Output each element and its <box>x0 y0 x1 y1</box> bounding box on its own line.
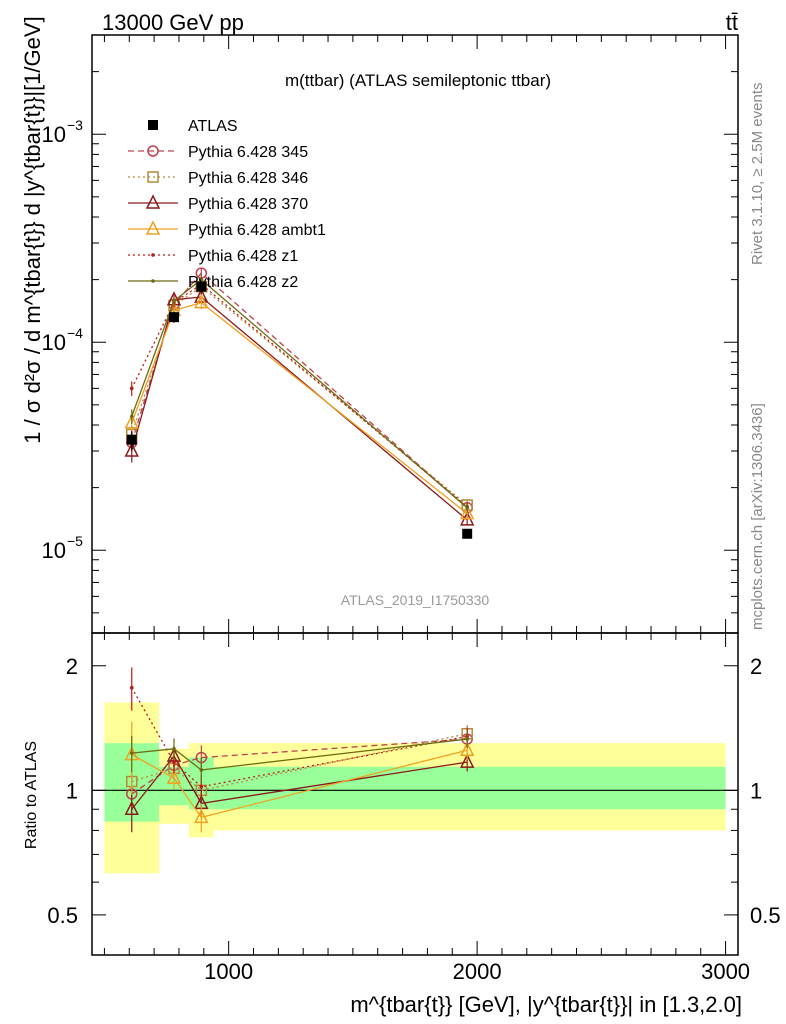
ratio-data-point <box>129 685 134 690</box>
ratio-data-point <box>124 800 139 816</box>
legend-marker <box>151 253 155 257</box>
ratio-data-point <box>465 737 469 741</box>
ratio-data-point <box>172 746 176 751</box>
series-line-2 <box>131 285 468 506</box>
ratio-data-point <box>194 808 209 824</box>
legend-marker <box>147 171 159 183</box>
ratio-y-tick-label: 1 <box>66 778 78 803</box>
legend-label: Pythia 6.428 z1 <box>188 248 298 265</box>
ratio-y-tick-label-right: 2 <box>750 654 762 679</box>
legend-item: ATLAS <box>148 118 238 135</box>
ratio-y-tick-label-right: 1 <box>750 778 762 803</box>
x-tick-label: 2000 <box>453 959 502 984</box>
ratio-data-point <box>199 768 204 772</box>
ratio-data-point <box>459 753 475 768</box>
main-y-axis-label: 1 / σ d²σ / d m^{tbar{t}} d |y^{tbar{t}}… <box>20 16 45 443</box>
legend-item: Pythia 6.428 z2 <box>128 274 298 291</box>
ratio-series-line-3 <box>131 749 468 819</box>
legend-label: Pythia 6.428 345 <box>188 144 308 161</box>
y-tick-exponent: −5 <box>67 533 83 549</box>
ratio-series-line-0 <box>131 738 468 795</box>
ratio-series-line-2 <box>131 754 468 810</box>
data-point <box>172 299 176 303</box>
data-point <box>459 504 475 520</box>
data-point <box>129 386 134 391</box>
y-tick-exponent: −3 <box>67 117 83 133</box>
legend-label: Pythia 6.428 ambt1 <box>188 222 326 239</box>
ratio-data-point <box>199 784 204 789</box>
ratio-ticks: 0.5 0.5 1 1 2 2 1000 2000 3000 <box>47 633 781 984</box>
legend-marker <box>145 220 161 235</box>
legend: ATLAS Pythia 6.428 345 Pythia 6.428 346 Pyt… <box>128 118 326 291</box>
ratio-data-point <box>129 751 134 755</box>
main-watermark: ATLAS_2019_I1750330 <box>341 592 490 608</box>
series-line-5 <box>131 283 468 508</box>
legend-item: Pythia 6.428 346 <box>128 170 308 187</box>
data-point <box>199 277 204 282</box>
data-point <box>129 414 134 419</box>
ratio-plot-area <box>92 667 738 874</box>
legend-label: ATLAS <box>188 118 238 135</box>
ratio-series-line-5 <box>131 738 468 771</box>
main-plot-area <box>124 267 475 539</box>
y-tick-label: 10 <box>42 330 66 355</box>
series-line-3 <box>131 296 468 521</box>
data-point <box>124 414 139 429</box>
header-energy: 13000 GeV pp <box>102 10 244 35</box>
y-tick-label: 10 <box>42 538 66 563</box>
legend-label: Pythia 6.428 z2 <box>188 274 298 291</box>
mcplots-label: mcplots.cern.ch [arXiv:1306.3436] <box>749 403 766 630</box>
uncertainty-band-inner <box>213 766 726 810</box>
ratio-y-tick-label: 0.5 <box>47 903 78 928</box>
y-tick-exponent: −4 <box>67 325 83 341</box>
data-point <box>168 312 179 323</box>
main-panel: 10−510−410−3 m(ttbar) (ATLAS semileptoni… <box>20 16 739 634</box>
legend-marker <box>148 120 158 130</box>
data-point <box>465 505 469 510</box>
legend-item: Pythia 6.428 345 <box>128 144 308 161</box>
legend-marker <box>145 194 161 209</box>
legend-marker <box>151 279 155 283</box>
ratio-data-point <box>459 741 475 756</box>
ratio-frame <box>91 632 739 956</box>
data-point <box>194 293 209 309</box>
main-y-ticks: 10−510−410−3 <box>42 34 738 634</box>
x-tick-label: 1000 <box>204 959 253 984</box>
x-tick-label: 3000 <box>701 959 750 984</box>
ratio-data-point <box>166 769 182 784</box>
legend-label: Pythia 6.428 370 <box>188 196 308 213</box>
ratio-y-axis-label: Ratio to ATLAS <box>23 741 40 849</box>
header-process: tt̄ <box>726 10 738 35</box>
legend-marker <box>147 145 159 157</box>
series-line-6 <box>131 278 468 509</box>
ratio-y-tick-label-right: 0.5 <box>750 903 781 928</box>
data-point <box>124 442 139 457</box>
legend-label: Pythia 6.428 346 <box>188 170 308 187</box>
ratio-panel: 0.5 0.5 1 1 2 2 1000 2000 3000 Ratio to ATLAS m^… <box>23 632 781 1017</box>
ratio-y-tick-label: 2 <box>66 654 78 679</box>
series-line-4 <box>131 301 468 515</box>
data-point <box>126 434 137 445</box>
rivet-label: Rivet 3.1.10, ≥ 2.5M events <box>749 83 766 266</box>
y-tick-label: 10 <box>42 122 66 147</box>
x-axis-label: m^{tbar{t}} [GeV], |y^{tbar{t}}| in [1.3… <box>350 992 742 1017</box>
legend-item: Pythia 6.428 ambt1 <box>128 220 326 239</box>
legend-item: Pythia 6.428 370 <box>128 194 308 213</box>
ratio-data-point <box>172 760 176 764</box>
data-point <box>196 281 207 292</box>
main-title: m(ttbar) (ATLAS semileptonic ttbar) <box>285 71 551 90</box>
legend-item: Pythia 6.428 z1 <box>128 248 298 265</box>
data-point <box>462 528 473 539</box>
